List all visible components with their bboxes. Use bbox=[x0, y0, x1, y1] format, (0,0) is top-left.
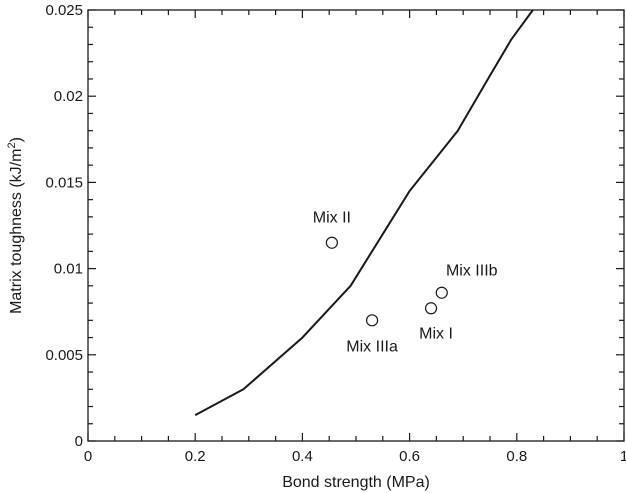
y-tick-label: 0.02 bbox=[54, 88, 83, 105]
x-tick-label: 0.2 bbox=[185, 448, 206, 465]
theory-curve bbox=[194, 9, 534, 416]
data-point bbox=[325, 236, 338, 249]
y-tick-label: 0.01 bbox=[54, 261, 83, 278]
point-label: Mix II bbox=[313, 210, 351, 227]
x-tick-label: 0.4 bbox=[292, 448, 313, 465]
x-tick-label: 0.6 bbox=[399, 448, 420, 465]
data-point bbox=[365, 314, 379, 327]
x-tick-label: 0.8 bbox=[506, 448, 527, 465]
y-axis-title: Matrix toughness (kJ/m2) bbox=[6, 137, 25, 314]
point-label: Mix I bbox=[419, 325, 453, 342]
curve-layer bbox=[194, 9, 534, 416]
y-tick-label: 0.015 bbox=[45, 174, 83, 191]
points-layer: Mix II Mix IIIa Mix I Mix IIIb bbox=[313, 210, 498, 356]
data-point bbox=[424, 302, 438, 315]
data-point bbox=[435, 286, 448, 299]
point-label: Mix IIIb bbox=[446, 263, 498, 280]
y-tick-label: 0 bbox=[75, 433, 83, 450]
plot-axes: 0 0.2 0.4 0.6 0.8 1 0 0.005 0.01 0.015 0.02 0.025 bbox=[45, 2, 626, 465]
y-tick-label: 0.005 bbox=[45, 347, 83, 364]
x-axis-title: Bond strength (MPa) bbox=[282, 474, 430, 491]
y-tick-label: 0.025 bbox=[45, 2, 83, 19]
y-axis-title-main: Matrix toughness (kJ/m bbox=[8, 149, 25, 314]
x-tick-label: 1 bbox=[620, 448, 626, 465]
plot-frame bbox=[87, 9, 625, 442]
y-axis-title-close: ) bbox=[8, 137, 25, 142]
y-axis-title-exponent: 2 bbox=[6, 142, 18, 148]
x-tick-label: 0 bbox=[84, 448, 92, 465]
point-label: Mix IIIa bbox=[346, 338, 398, 355]
